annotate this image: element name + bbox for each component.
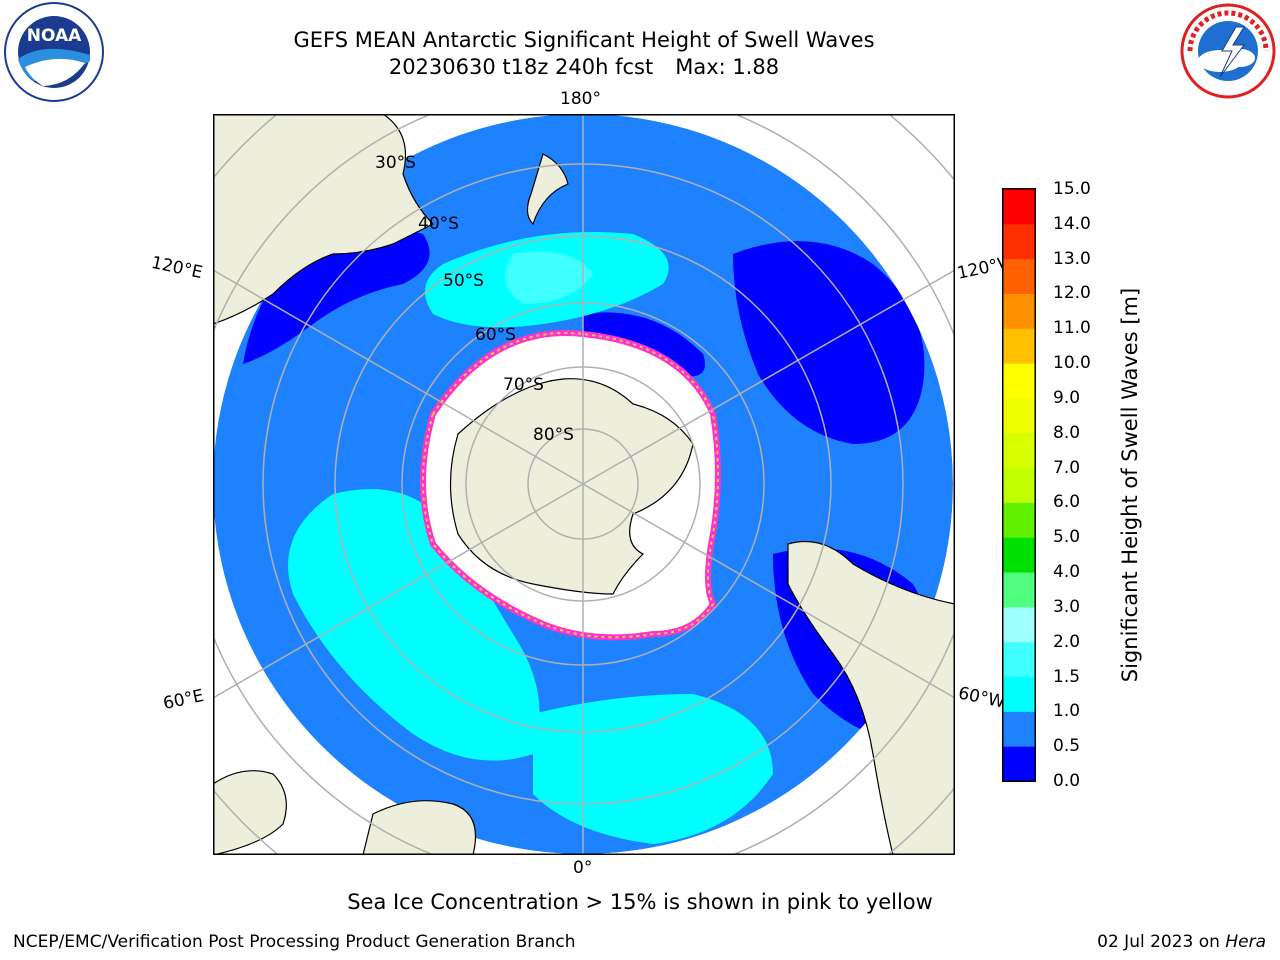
colorbar-tick-label: 2.0 — [1053, 631, 1081, 652]
lat-label-70s: 70°S — [503, 375, 544, 395]
colorbar-frame — [1002, 188, 1036, 782]
africa — [213, 770, 287, 855]
colorbar-tick-label: 11.0 — [1053, 318, 1091, 339]
colorbar-tick-label: 1.5 — [1053, 666, 1081, 687]
sea-ice-edge-yellow — [422, 332, 719, 639]
colorbar-bin — [1003, 189, 1035, 225]
lat-label-30s: 30°S — [375, 153, 416, 173]
colorbar-bin — [1003, 746, 1035, 782]
colorbar-tick-label: 3.0 — [1053, 596, 1081, 617]
colorbar-tick-label: 0.5 — [1053, 736, 1081, 757]
new-zealand — [526, 153, 569, 226]
colorbar-bin — [1003, 676, 1035, 712]
africa-south — [362, 800, 477, 855]
footer-date: 02 Jul 2023 on Hera — [1097, 932, 1266, 952]
polar-map: 30°S 40°S 50°S 60°S 70°S 80°S — [213, 114, 955, 855]
colorbar-bin — [1003, 537, 1035, 573]
colorbar-tick-label: 4.0 — [1053, 562, 1081, 583]
map-frame — [213, 114, 955, 855]
sea-ice-note: Sea Ice Concentration > 15% is shown in … — [347, 890, 933, 914]
colorbar-bin — [1003, 397, 1035, 434]
colorbar-bin — [1003, 641, 1035, 678]
colorbar-bin — [1003, 363, 1035, 399]
colorbar-bin — [1003, 328, 1035, 364]
lon-label-60e: 60°E — [161, 685, 206, 715]
colorbar-tick-label: 13.0 — [1053, 248, 1091, 269]
colorbar-tick-label: 6.0 — [1053, 492, 1081, 513]
lon-label-0: 0° — [573, 858, 593, 878]
max-value: Max: 1.88 — [675, 55, 780, 79]
lat-label-80s: 80°S — [533, 425, 574, 445]
colorbar-tick-label: 15.0 — [1053, 179, 1091, 199]
footer-branch: NCEP/EMC/Verification Post Processing Pr… — [13, 932, 576, 952]
land — [213, 114, 955, 855]
lon-label-120e: 120°E — [149, 252, 205, 284]
footer-date-text: 02 Jul 2023 on — [1097, 932, 1220, 952]
colorbar-tick-label: 0.0 — [1053, 771, 1081, 791]
lon-label-180: 180° — [560, 89, 601, 109]
lat-label-40s: 40°S — [418, 214, 459, 234]
noaa-logo-text: NOAA — [27, 26, 82, 46]
colorbar-tick-label: 1.0 — [1053, 701, 1081, 722]
colorbar-bin — [1003, 293, 1035, 329]
graticule — [213, 114, 955, 855]
colorbar-bin — [1003, 223, 1035, 260]
noaa-logo: NOAA — [4, 2, 104, 102]
lon-label-60w: 60°W — [956, 683, 1007, 713]
australia — [213, 114, 435, 325]
forecast-run: 20230630 t18z 240h fcst — [388, 55, 654, 79]
colorbar-tick-label: 9.0 — [1053, 387, 1081, 408]
swell-1.5-2.0-patch — [505, 251, 593, 304]
south-america — [787, 540, 955, 855]
colorbar-bin — [1003, 432, 1035, 469]
colorbar-bin — [1003, 572, 1035, 608]
swell-0.0-0.5-ross — [583, 312, 705, 377]
colorbar-tick-label: 8.0 — [1053, 422, 1081, 443]
lat-label-60s: 60°S — [475, 325, 516, 345]
colorbar-bin — [1003, 711, 1035, 747]
colorbar-bin — [1003, 606, 1035, 643]
colorbar-tick-label: 12.0 — [1053, 283, 1091, 304]
footer-host: Hera — [1225, 932, 1266, 952]
colorbar-bin — [1003, 502, 1035, 538]
colorbar-tick-label: 7.0 — [1053, 457, 1081, 478]
map-subtitle: 20230630 t18z 240h fcst Max: 1.88 — [184, 54, 984, 81]
colorbar-tick-label: 5.0 — [1053, 527, 1081, 548]
antarctica — [449, 378, 694, 595]
map-title: GEFS MEAN Antarctic Significant Height o… — [293, 28, 875, 52]
colorbar-bin — [1003, 467, 1035, 503]
nws-logo — [1180, 3, 1276, 99]
colorbar — [1002, 188, 1036, 782]
swell-1.0-1.5-indian — [288, 489, 540, 761]
colorbar-tick-label: 10.0 — [1053, 353, 1091, 374]
colorbar-label: Significant Height of Swell Waves [m] — [1118, 287, 1142, 683]
lat-label-50s: 50°S — [443, 271, 484, 291]
colorbar-bin — [1003, 258, 1035, 294]
colorbar-tick-label: 14.0 — [1053, 213, 1091, 234]
